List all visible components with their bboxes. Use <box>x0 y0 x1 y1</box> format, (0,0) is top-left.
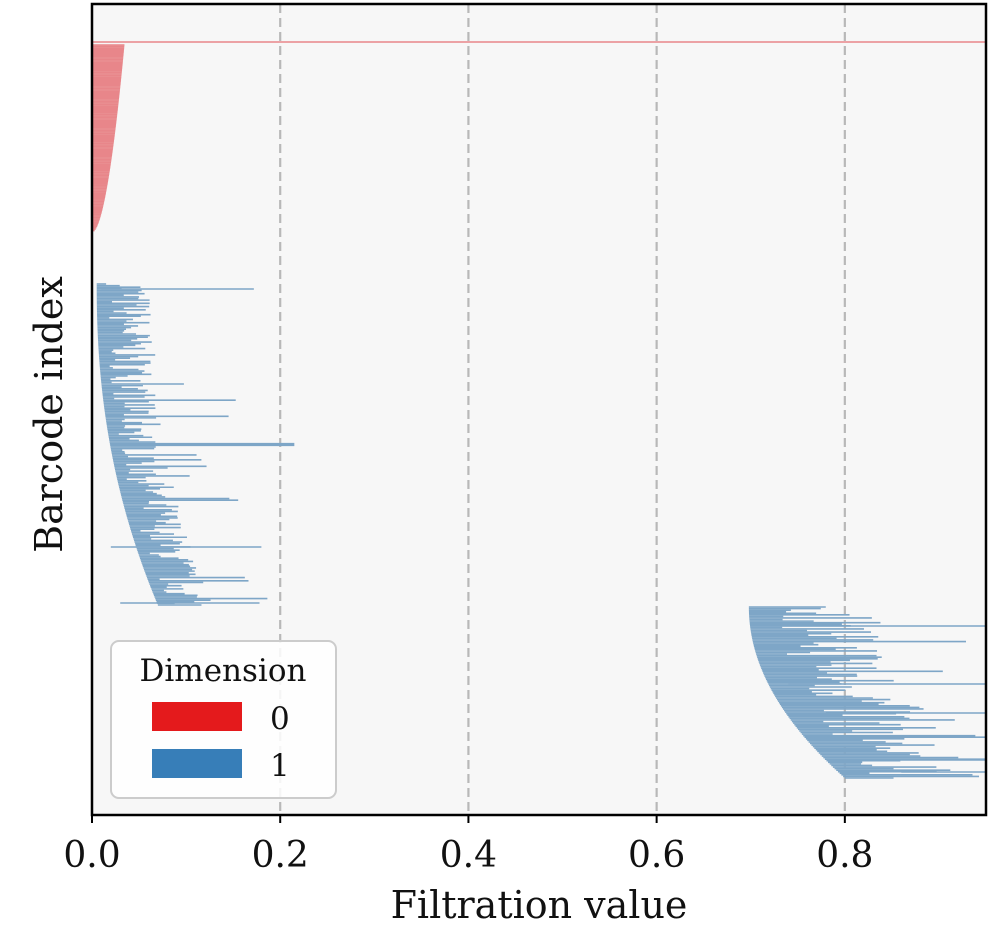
legend-title: Dimension <box>140 653 307 689</box>
x-axis-label: Filtration value <box>391 883 688 927</box>
plot-frame <box>90 2 988 817</box>
x-tick-label-0: 0.0 <box>63 835 120 876</box>
legend: Dimension 0 1 <box>110 640 337 799</box>
legend-swatch-dim1 <box>152 749 242 778</box>
legend-label-dim0: 0 <box>270 701 290 737</box>
x-tick-label-3: 0.6 <box>628 835 685 876</box>
legend-swatch-dim0 <box>152 702 242 731</box>
x-tick-label-1: 0.2 <box>252 835 309 876</box>
x-tick-label-4: 0.8 <box>816 835 873 876</box>
x-tick-label-2: 0.4 <box>440 835 497 876</box>
barcode-bars <box>92 41 986 779</box>
y-axis-label: Barcode index <box>27 276 71 553</box>
x-axis-ticks: 0.0 0.2 0.4 0.6 0.8 <box>63 815 873 876</box>
legend-label-dim1: 1 <box>270 748 290 784</box>
